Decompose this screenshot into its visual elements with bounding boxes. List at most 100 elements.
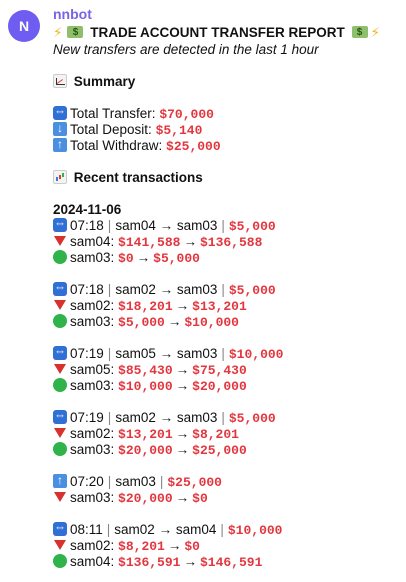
tx-amount[interactable]: $10,000 <box>228 347 284 362</box>
separator: | <box>107 218 112 233</box>
balance-from[interactable]: $18,201 <box>118 299 173 314</box>
red-triangle-down-icon <box>54 428 66 438</box>
balance-from[interactable]: $85,430 <box>118 363 173 378</box>
transaction-credit: sam03: $20,000 → $25,000 <box>53 442 402 458</box>
left-right-arrow-icon <box>53 407 67 424</box>
account-label: sam03: <box>70 250 115 265</box>
separator: | <box>107 474 112 489</box>
tx-amount[interactable]: $5,000 <box>228 219 276 234</box>
balance-from[interactable]: $5,000 <box>118 315 165 330</box>
tx-amount[interactable]: $10,000 <box>227 523 283 538</box>
separator: | <box>220 522 224 537</box>
total-deposit-label: Total Deposit: <box>70 122 152 137</box>
transaction-debit: sam02: $13,201 → $8,201 <box>53 426 402 442</box>
transaction-credit: sam03: $10,000 → $20,000 <box>53 378 402 394</box>
inbox-tray-icon <box>53 120 67 136</box>
arrow: → <box>136 250 151 265</box>
tx-route: sam02 → sam04 <box>114 522 217 537</box>
transaction-credit: sam03: $5,000 → $10,000 <box>53 314 402 330</box>
avatar[interactable]: N <box>8 10 40 42</box>
tx-amount[interactable]: $5,000 <box>228 283 276 298</box>
sender-name[interactable]: nnbot <box>53 6 92 22</box>
balance-from[interactable]: $8,201 <box>118 539 165 554</box>
money-with-wings-icon <box>67 24 84 42</box>
arrow: → <box>175 298 190 313</box>
transaction-header: 07:19|sam02 → sam03|$5,000 <box>53 407 402 426</box>
balance-from[interactable]: $141,588 <box>118 235 181 250</box>
separator: | <box>106 522 111 537</box>
tx-time: 07:20 <box>70 474 104 489</box>
balance-to[interactable]: $10,000 <box>184 315 239 330</box>
account-label: sam04: <box>70 554 115 569</box>
tx-route: sam03 <box>115 474 156 489</box>
separator: | <box>221 218 225 233</box>
balance-from[interactable]: $10,000 <box>118 379 173 394</box>
arrow: → <box>183 554 197 569</box>
account-label: sam03: <box>70 314 115 329</box>
account-label: sam05: <box>70 362 115 377</box>
left-right-arrow-icon <box>53 519 67 536</box>
account-label: sam02: <box>70 426 115 441</box>
balance-to[interactable]: $146,591 <box>199 555 263 570</box>
balance-to[interactable]: $0 <box>184 539 200 554</box>
balance-to[interactable]: $13,201 <box>192 299 247 314</box>
separator: | <box>107 410 112 425</box>
green-circle-icon <box>53 378 67 392</box>
red-triangle-down-icon <box>54 492 66 502</box>
separator: | <box>221 410 225 425</box>
tx-route: sam05 → sam03 <box>115 346 218 361</box>
tx-amount[interactable]: $5,000 <box>228 411 276 426</box>
left-right-arrow-icon <box>53 103 67 120</box>
account-label: sam04: <box>70 234 115 249</box>
balance-to[interactable]: $5,000 <box>153 251 200 266</box>
arrow: → <box>175 362 190 377</box>
account-label: sam02: <box>70 298 115 313</box>
balance-to[interactable]: $136,588 <box>199 235 263 250</box>
transaction-debit: sam02: $8,201 → $0 <box>53 538 402 554</box>
balance-to[interactable]: $20,000 <box>192 379 247 394</box>
red-triangle-down-icon <box>54 540 66 550</box>
transaction-debit: sam04: $141,588 → $136,588 <box>53 234 402 250</box>
left-right-arrow-icon <box>53 215 67 232</box>
transaction-credit: sam04: $136,591 → $146,591 <box>53 554 402 570</box>
transaction-debit: sam02: $18,201 → $13,201 <box>53 298 402 314</box>
green-circle-icon <box>53 442 67 456</box>
balance-to[interactable]: $8,201 <box>192 427 239 442</box>
total-withdraw-value[interactable]: $25,000 <box>166 139 221 154</box>
arrow: → <box>175 490 190 505</box>
left-right-arrow-icon <box>53 343 67 360</box>
tx-time: 07:18 <box>70 282 104 297</box>
balance-from[interactable]: $13,201 <box>118 427 173 442</box>
tx-amount[interactable]: $25,000 <box>167 475 222 490</box>
balance-to[interactable]: $0 <box>192 491 208 506</box>
total-transfer-value[interactable]: $70,000 <box>159 107 214 122</box>
arrow: → <box>175 378 190 393</box>
arrow: → <box>175 426 190 441</box>
tx-time: 07:19 <box>70 346 104 361</box>
separator: | <box>221 282 225 297</box>
summary-heading-text: Summary <box>73 74 136 89</box>
left-right-arrow-icon <box>53 279 67 296</box>
bar-chart-icon <box>53 170 67 184</box>
transaction-header: 07:20|sam03|$25,000 <box>53 472 402 490</box>
total-deposit-value[interactable]: $5,140 <box>155 123 203 138</box>
balance-from[interactable]: $20,000 <box>118 491 173 506</box>
green-circle-icon <box>53 314 67 328</box>
balance-to[interactable]: $75,430 <box>192 363 247 378</box>
transaction-debit: sam05: $85,430 → $75,430 <box>53 362 402 378</box>
separator: | <box>107 346 112 361</box>
balance-to[interactable]: $25,000 <box>192 443 247 458</box>
balance-from[interactable]: $0 <box>118 251 134 266</box>
red-triangle-down-icon <box>54 236 66 246</box>
arrow: → <box>183 234 197 249</box>
balance-from[interactable]: $20,000 <box>118 443 173 458</box>
green-circle-icon <box>53 250 67 264</box>
total-withdraw-label: Total Withdraw: <box>70 138 163 153</box>
account-label: sam03: <box>70 378 115 393</box>
total-transfer-label: Total Transfer: <box>70 106 156 121</box>
balance-from[interactable]: $136,591 <box>118 555 181 570</box>
tx-route: sam04 → sam03 <box>115 218 218 233</box>
tx-time: 07:19 <box>70 410 104 425</box>
arrow: → <box>167 538 182 553</box>
